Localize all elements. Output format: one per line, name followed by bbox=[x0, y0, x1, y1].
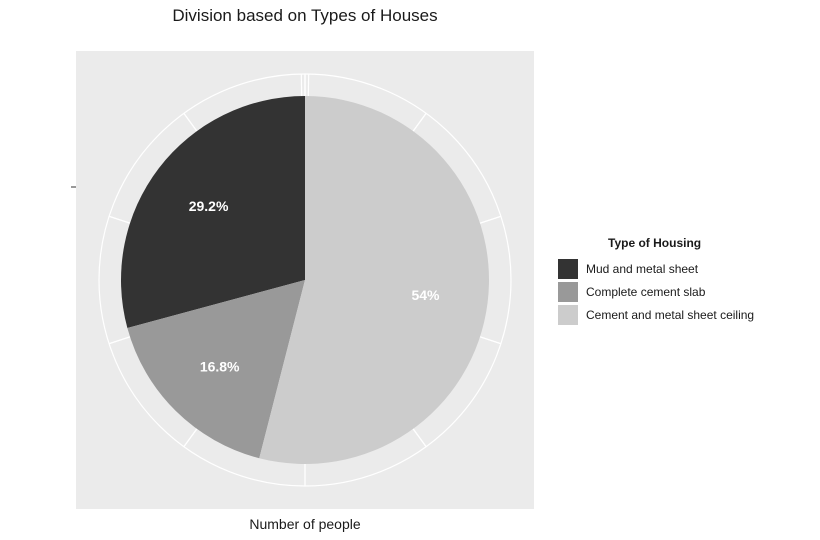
slice-label: 16.8% bbox=[200, 358, 240, 374]
x-axis-label: Number of people bbox=[249, 516, 361, 532]
grid-tick bbox=[183, 112, 198, 132]
legend-key bbox=[557, 303, 579, 326]
pie-slice bbox=[127, 280, 305, 459]
legend-items: Mud and metal sheet Complete cement slab C… bbox=[557, 257, 754, 326]
grid-tick bbox=[412, 428, 427, 448]
slice-label: 29.2% bbox=[189, 198, 229, 214]
slice-label: 54% bbox=[411, 287, 440, 303]
legend-item: Mud and metal sheet bbox=[557, 257, 754, 280]
grid-tick bbox=[108, 215, 131, 224]
slice-labels: 29.2% 16.8% 54% bbox=[189, 198, 440, 374]
legend-label: Cement and metal sheet ceiling bbox=[586, 307, 755, 322]
legend-label: Mud and metal sheet bbox=[586, 261, 699, 276]
grid-tick bbox=[412, 112, 427, 132]
legend: Type of Housing Mud and metal sheet Compl… bbox=[557, 236, 754, 326]
polar-grid bbox=[98, 73, 512, 487]
legend-item: Cement and metal sheet ceiling bbox=[557, 303, 754, 326]
grid-tick bbox=[479, 215, 502, 224]
grid-tick bbox=[183, 428, 198, 448]
pie-slice bbox=[259, 96, 489, 464]
legend-key bbox=[557, 257, 579, 280]
chart-title: Division based on Types of Houses bbox=[172, 6, 438, 25]
legend-key bbox=[557, 280, 579, 303]
pie-slices bbox=[121, 96, 489, 464]
grid-tick bbox=[108, 336, 131, 345]
pie-slice bbox=[121, 96, 305, 328]
legend-title: Type of Housing bbox=[608, 236, 702, 250]
legend-label: Complete cement slab bbox=[586, 284, 706, 299]
grid-tick bbox=[479, 336, 502, 345]
legend-item: Complete cement slab bbox=[557, 280, 754, 303]
